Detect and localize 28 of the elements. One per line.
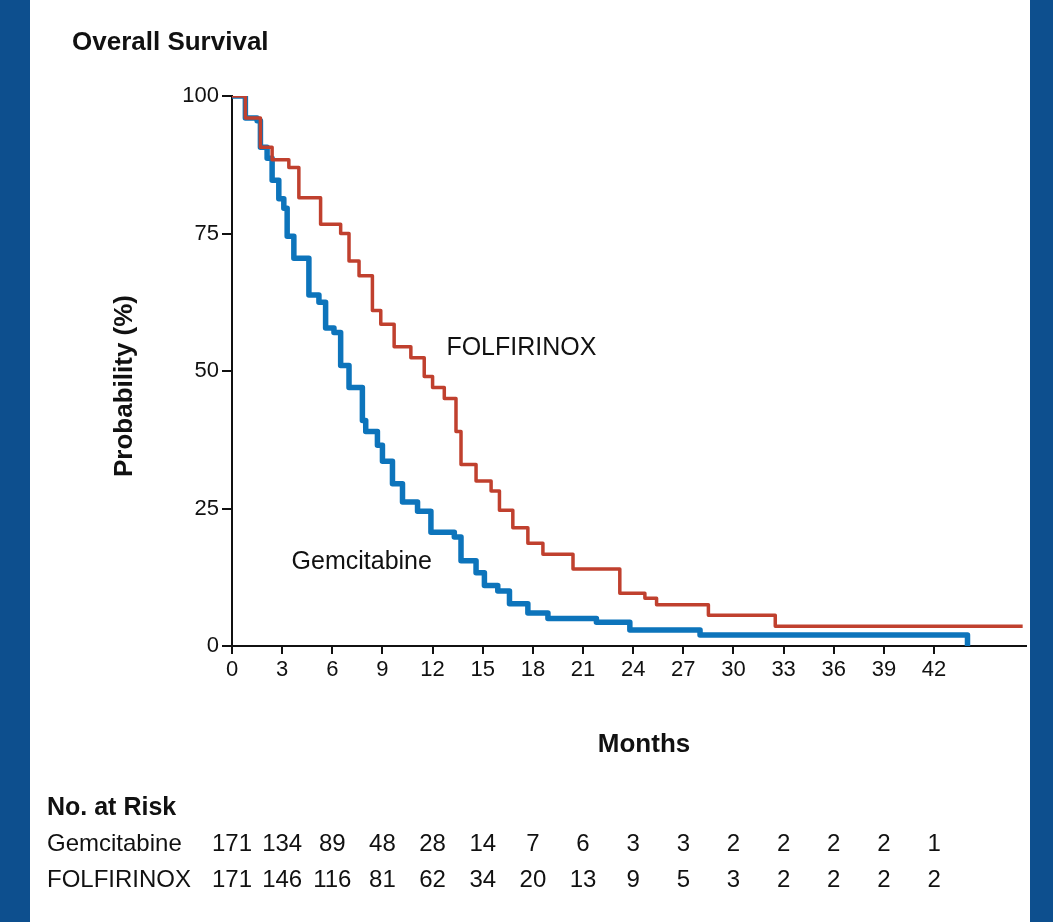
y-tick-label: 100 [182, 82, 219, 108]
x-tick-label: 12 [420, 656, 445, 682]
x-tick-label: 27 [671, 656, 696, 682]
text: FOLFIRINOX 171 146 116 81 62 34 20 13 9 5 3 2 2 2 2 [47, 865, 941, 892]
x-tick-label: 0 [225, 656, 239, 682]
y-tick-label: 75 [194, 219, 219, 245]
x-axis-title: Months [597, 728, 691, 758]
x-tick-label: 18 [520, 656, 546, 682]
x-tick-label: 30 [721, 656, 746, 682]
text: No. at Risk [47, 792, 177, 820]
series-label: Gemcitabine [291, 546, 432, 574]
y-axis-title: Probability (%) [108, 294, 138, 478]
x-tick-label: 3 [276, 656, 289, 682]
x-tick-label: 36 [821, 656, 847, 682]
series-label: FOLFIRINOX [446, 331, 597, 360]
y-tick-label: 50 [194, 357, 219, 383]
x-tick-label: 24 [620, 656, 646, 682]
text: Gemcitabine 171 134 89 48 28 14 7 6 3 3 2 2 2 2 1 [47, 829, 941, 856]
x-tick-label: 9 [376, 656, 389, 682]
x-tick-label: 42 [921, 656, 947, 682]
y-tick-label: 0 [206, 632, 219, 658]
chart-title: Overall Survival [72, 26, 269, 56]
x-tick-label: 15 [470, 656, 495, 682]
x-tick-label: 33 [771, 656, 796, 682]
x-tick-label: 6 [326, 656, 339, 682]
x-tick-label: 39 [871, 656, 897, 682]
y-tick-label: 25 [194, 494, 219, 520]
x-tick-label: 21 [570, 656, 596, 682]
